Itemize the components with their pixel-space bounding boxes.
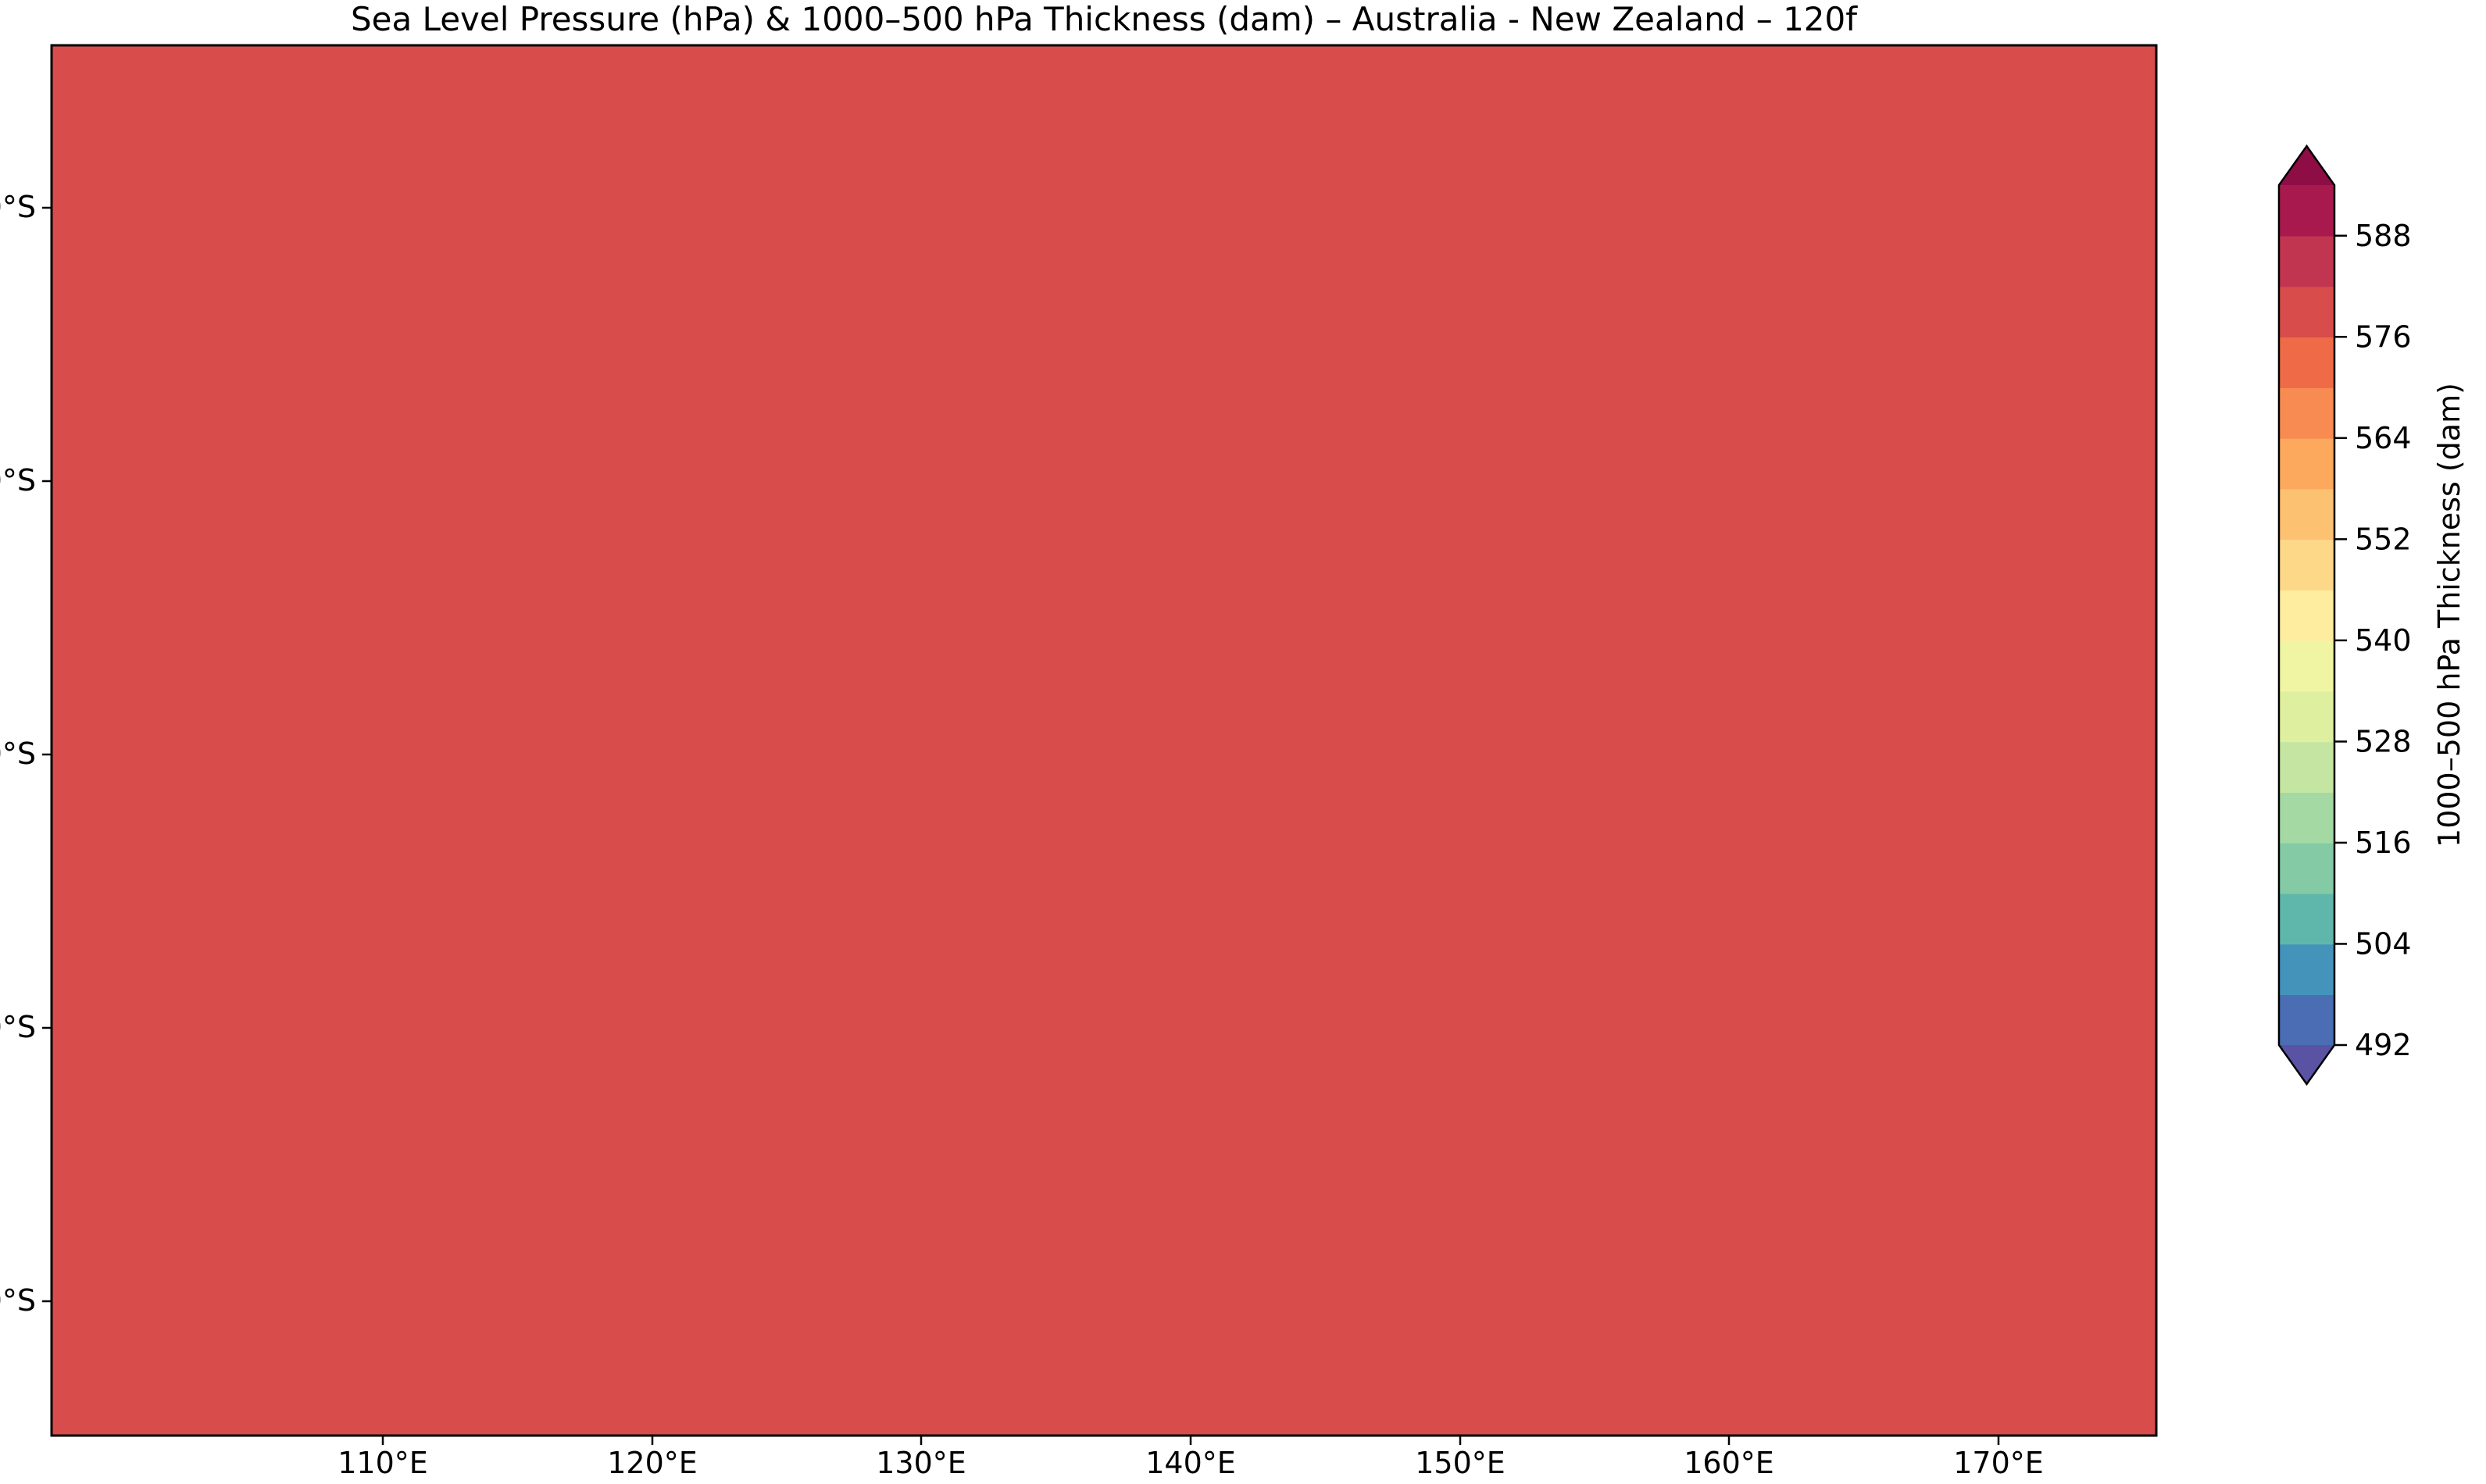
colorbar-segment <box>2279 337 2334 388</box>
colorbar-tick-label: 528 <box>2355 724 2412 758</box>
colorbar-segment <box>2279 944 2334 996</box>
colorbar-over-arrow <box>2279 146 2334 185</box>
colorbar-tick-label: 564 <box>2355 421 2412 455</box>
colorbar-segment <box>2279 690 2334 743</box>
colorbar-axis-label: 1000–500 hPa Thickness (dam) <box>2432 383 2466 847</box>
thickness-patch-0 <box>47 1454 313 1484</box>
isobar-984 <box>2109 1475 2156 1484</box>
colorbar-segment <box>2279 235 2334 287</box>
colorbar-tick-label: 504 <box>2355 926 2412 961</box>
map-frame <box>50 44 2158 1437</box>
colorbar-segment <box>2279 185 2334 237</box>
x-tick-label: 110°E <box>338 1446 428 1480</box>
colorbar-segment <box>2279 488 2334 540</box>
colorbar-segment <box>2279 994 2334 1046</box>
colorbar-segment <box>2279 437 2334 490</box>
y-tick-label: 40°S <box>0 1010 36 1044</box>
x-tick-label: 170°E <box>1953 1446 2044 1480</box>
colorbar-segment <box>2279 792 2334 844</box>
isobar-988 <box>2031 1459 2156 1484</box>
colorbar-segment <box>2279 893 2334 945</box>
x-tick-label: 130°E <box>876 1446 966 1480</box>
y-tick-label: 50°S <box>0 1283 36 1318</box>
colorbar-segment <box>2279 286 2334 338</box>
colorbar-segment <box>2279 387 2334 439</box>
y-tick-label: 30°S <box>0 737 36 771</box>
colorbar-tick-label: 552 <box>2355 522 2412 556</box>
colorbar-tick-label: 576 <box>2355 319 2412 354</box>
x-tick-label: 160°E <box>1684 1446 1774 1480</box>
x-tick-label: 150°E <box>1415 1446 1506 1480</box>
colorbar-segment <box>2279 539 2334 590</box>
y-tick-label: 20°S <box>0 463 36 498</box>
colorbar-segment <box>2279 640 2334 692</box>
colorbar-tick-label: 588 <box>2355 219 2412 253</box>
colorbar-segment <box>2279 590 2334 641</box>
colorbar-segment <box>2279 741 2334 793</box>
thickness-patch-3 <box>2070 1468 2211 1484</box>
chart-title: Sea Level Pressure (hPa) & 1000–500 hPa … <box>350 0 1858 38</box>
x-tick-label: 120°E <box>607 1446 698 1480</box>
colorbar-tick-label: 516 <box>2355 826 2412 860</box>
colorbar-tick-label: 540 <box>2355 623 2412 658</box>
thickness-band-below-522-east <box>2109 1461 2156 1484</box>
thickness-base-fill <box>52 45 2156 1436</box>
colorbar-under-arrow <box>2279 1045 2334 1084</box>
colorbar-segment <box>2279 842 2334 894</box>
y-tick-label: 10°S <box>0 190 36 224</box>
colorbar-tick-label: 492 <box>2355 1028 2412 1062</box>
x-tick-label: 140°E <box>1145 1446 1236 1480</box>
